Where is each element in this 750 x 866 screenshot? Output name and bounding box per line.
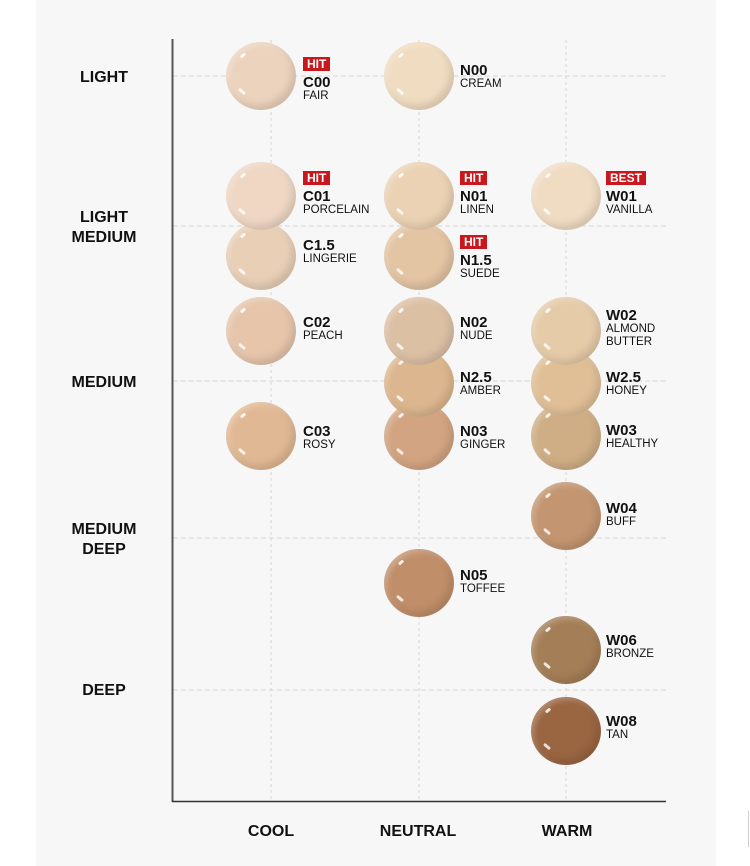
shade-label-n00: N00 CREAM xyxy=(460,63,502,91)
y-label-light: LIGHT xyxy=(44,68,164,88)
hit-badge: HIT xyxy=(460,235,488,249)
swatch-n01[interactable] xyxy=(384,162,454,230)
shade-code: N02 xyxy=(460,314,488,331)
shade-label-c00: HIT C00 FAIR xyxy=(303,55,331,103)
side-scroll-tab[interactable] xyxy=(748,811,750,847)
swatch-w04[interactable] xyxy=(531,482,601,550)
shade-name: PEACH xyxy=(303,330,343,342)
shade-name: BRONZE xyxy=(606,648,654,660)
shade-name: BUTTER xyxy=(606,336,652,348)
swatch-c1-5[interactable] xyxy=(226,222,296,290)
shade-code: W02 xyxy=(606,307,637,324)
shade-label-c03: C03 ROSY xyxy=(303,424,336,452)
shade-name: CREAM xyxy=(460,78,502,90)
shade-label-n05: N05 TOFFEE xyxy=(460,568,505,596)
shade-code: C01 xyxy=(303,188,331,205)
shade-label-n01: HIT N01 LINEN xyxy=(460,169,494,217)
shade-label-n02: N02 NUDE xyxy=(460,315,493,343)
shade-name: GINGER xyxy=(460,439,506,451)
shade-name: NUDE xyxy=(460,330,493,342)
swatch-n1-5[interactable] xyxy=(384,222,454,290)
swatch-w06[interactable] xyxy=(531,616,601,684)
shade-name: ALMOND xyxy=(606,323,656,335)
swatch-w01[interactable] xyxy=(531,162,601,230)
y-label-light-medium: LIGHT MEDIUM xyxy=(44,208,164,248)
shade-code: C00 xyxy=(303,74,331,91)
shade-label-w04: W04 BUFF xyxy=(606,501,637,529)
y-label-text: MEDIUM xyxy=(71,229,137,246)
shade-code: C1.5 xyxy=(303,237,335,254)
shade-label-n2-5: N2.5 AMBER xyxy=(460,370,501,398)
swatch-c01[interactable] xyxy=(226,162,296,230)
best-badge: BEST xyxy=(606,171,647,185)
y-label-text: LIGHT xyxy=(80,209,128,226)
shade-code: C02 xyxy=(303,314,331,331)
hit-badge: HIT xyxy=(303,171,331,185)
shade-label-c01: HIT C01 PORCELAIN xyxy=(303,169,369,217)
shade-name: TOFFEE xyxy=(460,583,506,595)
shade-label-w06: W06 BRONZE xyxy=(606,633,654,661)
shade-code: W01 xyxy=(606,188,637,205)
shade-code: W03 xyxy=(606,422,637,439)
shade-code: W06 xyxy=(606,632,637,649)
shade-code: N1.5 xyxy=(460,252,492,269)
shade-label-c1-5: C1.5 LINGERIE xyxy=(303,238,357,266)
shade-name: ROSY xyxy=(303,439,336,451)
shade-label-n1-5: HIT N1.5 SUEDE xyxy=(460,233,500,281)
shade-code: N05 xyxy=(460,567,488,584)
shade-name: BUFF xyxy=(606,516,637,528)
shade-code: N2.5 xyxy=(460,369,492,386)
shade-name: HONEY xyxy=(606,385,647,397)
swatch-n03[interactable] xyxy=(384,402,454,470)
y-label-text: DEEP xyxy=(82,682,126,699)
swatch-c02[interactable] xyxy=(226,297,296,365)
shade-name: HEALTHY xyxy=(606,438,659,450)
chart-panel xyxy=(36,0,716,866)
y-label-deep: DEEP xyxy=(44,681,164,701)
y-label-medium: MEDIUM xyxy=(44,373,164,393)
shade-name: PORCELAIN xyxy=(303,204,370,216)
swatch-n00[interactable] xyxy=(384,42,454,110)
shade-label-w01: BEST W01 VANILLA xyxy=(606,169,652,217)
shade-name: FAIR xyxy=(303,90,329,102)
swatch-n05[interactable] xyxy=(384,549,454,617)
y-label-text: LIGHT xyxy=(80,69,128,86)
y-label-text: MEDIUM xyxy=(71,521,137,538)
shade-code: W08 xyxy=(606,713,637,730)
shade-label-n03: N03 GINGER xyxy=(460,424,505,452)
shade-label-w08: W08 TAN xyxy=(606,714,637,742)
shade-name: TAN xyxy=(606,729,629,741)
shade-label-w02: W02 ALMOND BUTTER xyxy=(606,308,655,349)
x-label-cool: COOL xyxy=(247,823,295,840)
shade-name: SUEDE xyxy=(460,268,500,280)
hit-badge: HIT xyxy=(460,171,488,185)
shade-label-w03: W03 HEALTHY xyxy=(606,423,658,451)
shade-code: C03 xyxy=(303,423,331,440)
shade-name: LINEN xyxy=(460,204,494,216)
swatch-c03[interactable] xyxy=(226,402,296,470)
x-label-warm: WARM xyxy=(541,823,593,840)
y-label-medium-deep: MEDIUM DEEP xyxy=(44,520,164,560)
swatch-c00[interactable] xyxy=(226,42,296,110)
shade-label-w2-5: W2.5 HONEY xyxy=(606,370,647,398)
shade-code: N03 xyxy=(460,423,488,440)
shade-code: W2.5 xyxy=(606,369,642,386)
swatch-n02[interactable] xyxy=(384,297,454,365)
shade-label-c02: C02 PEACH xyxy=(303,315,343,343)
shade-name: LINGERIE xyxy=(303,253,357,265)
hit-badge: HIT xyxy=(303,57,331,71)
shade-code: N00 xyxy=(460,62,488,79)
swatch-w02[interactable] xyxy=(531,297,601,365)
y-label-text: DEEP xyxy=(82,541,126,558)
shade-name: AMBER xyxy=(460,385,501,397)
shade-name: VANILLA xyxy=(606,204,653,216)
shade-code: W04 xyxy=(606,500,637,517)
swatch-w08[interactable] xyxy=(531,697,601,765)
shade-code: N01 xyxy=(460,188,488,205)
y-label-text: MEDIUM xyxy=(71,374,137,391)
x-label-neutral: NEUTRAL xyxy=(379,823,457,840)
